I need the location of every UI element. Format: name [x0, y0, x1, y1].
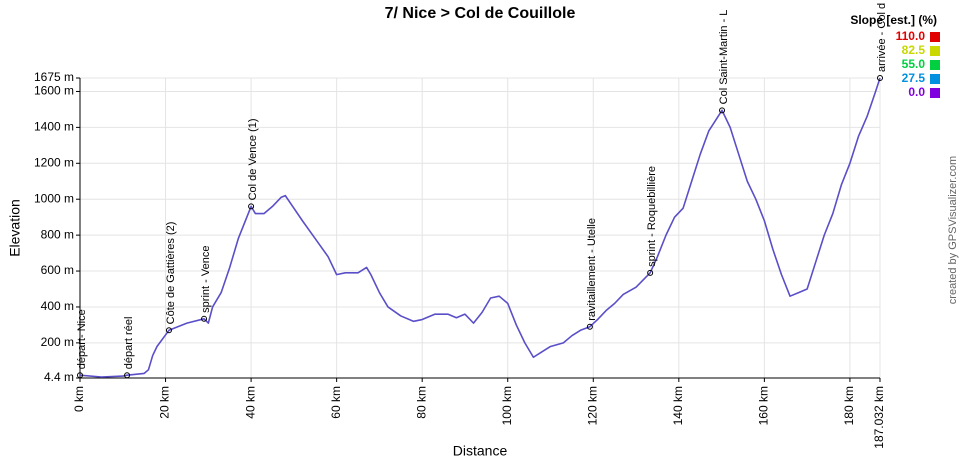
waypoint-marker — [165, 327, 172, 334]
y-tick-label: 1675 m — [34, 70, 74, 84]
x-tick-label: 100 km — [500, 386, 514, 425]
waypoint-label: départ réel — [123, 317, 135, 370]
waypoint-label: arrivée - Col d — [876, 3, 888, 72]
y-tick-label: 200 m — [41, 335, 74, 349]
legend-label: 0.0 — [908, 85, 925, 99]
legend-swatch — [930, 74, 940, 84]
x-tick-label: 0 km — [72, 386, 86, 412]
x-tick-label: 180 km — [842, 386, 856, 425]
legend-swatch — [930, 32, 940, 42]
legend-label: 27.5 — [902, 71, 926, 85]
legend-label: 55.0 — [902, 57, 926, 71]
waypoint-label: départ- Nice — [76, 309, 88, 369]
y-tick-label: 600 m — [41, 263, 74, 277]
waypoint-marker — [248, 203, 255, 210]
x-tick-label: 40 km — [243, 386, 257, 419]
y-tick-label: 4.4 m — [44, 370, 74, 384]
x-tick-label: 80 km — [414, 386, 428, 419]
x-axis-title: Distance — [453, 443, 508, 459]
legend-swatch — [930, 88, 940, 98]
legend-swatch — [930, 46, 940, 56]
y-tick-label: 1400 m — [34, 120, 74, 134]
legend-label: 110.0 — [896, 29, 926, 43]
waypoint-label: sprint - Vence — [200, 246, 212, 313]
waypoint-label: sprint - Roquebillière — [646, 166, 658, 267]
waypoint-label: Col de Vence (1) — [247, 118, 259, 200]
waypoint-marker — [124, 372, 131, 379]
x-tick-label: 160 km — [757, 386, 771, 425]
y-axis-title: Elevation — [7, 199, 23, 257]
x-tick-label: 60 km — [329, 386, 343, 419]
waypoint-label: ravitaillement - Utelle — [586, 218, 598, 321]
y-tick-label: 1200 m — [34, 155, 74, 169]
legend-label: 82.5 — [902, 43, 926, 57]
waypoint-marker — [719, 107, 726, 114]
legend-swatch — [930, 60, 940, 70]
y-tick-label: 1000 m — [34, 191, 74, 205]
waypoint-marker — [647, 269, 654, 276]
credit: created by GPSVisualizer.com — [947, 156, 959, 304]
x-tick-label: 187.032 km — [872, 386, 886, 449]
waypoint-marker — [77, 372, 83, 379]
elevation-line — [79, 77, 881, 378]
waypoint-label: Col Saint-Martin - L — [718, 10, 730, 105]
chart-title: 7/ Nice > Col de Couillole — [385, 5, 576, 22]
y-tick-label: 800 m — [41, 227, 74, 241]
y-tick-label: 1600 m — [34, 84, 74, 98]
legend-title: Slope [est.] (%) — [850, 13, 937, 27]
waypoint-label: Côte de Gattières (2) — [165, 222, 177, 325]
x-tick-label: 120 km — [585, 386, 599, 425]
x-tick-label: 140 km — [671, 386, 685, 425]
x-tick-label: 20 km — [158, 386, 172, 419]
waypoint-marker — [586, 323, 593, 330]
waypoint-marker — [877, 75, 883, 81]
y-tick-label: 400 m — [41, 299, 74, 313]
waypoint-marker — [201, 315, 208, 322]
